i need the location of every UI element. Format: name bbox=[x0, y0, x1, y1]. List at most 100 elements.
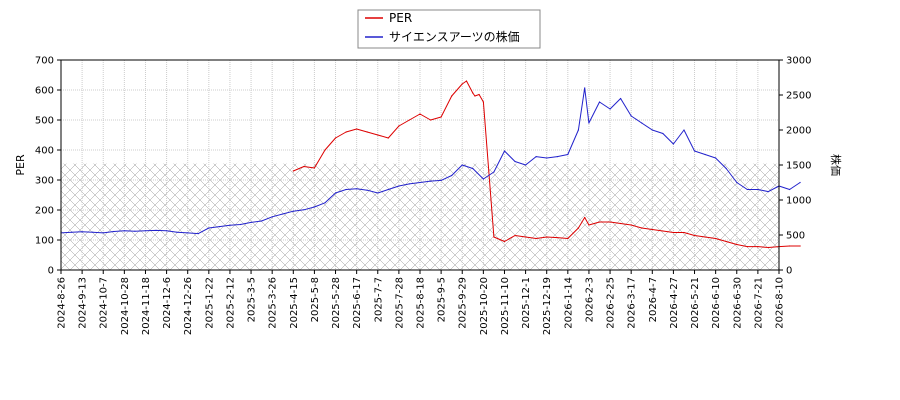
price-point bbox=[102, 232, 104, 234]
price-point bbox=[387, 188, 389, 191]
price-point bbox=[292, 210, 294, 212]
price-point bbox=[440, 179, 442, 181]
legend: PER サイエンスアーツの株価 bbox=[357, 9, 541, 49]
x-tick-label: 2025-10-20 bbox=[479, 277, 490, 335]
y-right-tick-label: 0 bbox=[786, 266, 792, 277]
per-point bbox=[472, 92, 474, 94]
y-left-ticks: 0 100 200 300 400 500 600 700 bbox=[35, 56, 61, 277]
per-point bbox=[356, 128, 358, 130]
y-left-axis-label: PER bbox=[14, 154, 27, 176]
price-point bbox=[166, 230, 168, 232]
per-point bbox=[651, 228, 653, 231]
per-point bbox=[334, 137, 337, 139]
y-right-tick-label: 500 bbox=[786, 231, 805, 242]
price-point bbox=[218, 226, 220, 228]
per-point bbox=[324, 149, 326, 151]
y-right-tick-label: 1500 bbox=[786, 161, 811, 172]
y-left-tick-label: 700 bbox=[35, 56, 54, 67]
price-point bbox=[377, 192, 379, 194]
x-tick-label: 2025-12-1 bbox=[521, 277, 532, 329]
price-point bbox=[662, 132, 664, 135]
per-point bbox=[514, 234, 516, 237]
per-point bbox=[715, 237, 717, 240]
per-point bbox=[313, 167, 315, 169]
price-point bbox=[535, 156, 537, 158]
x-tick-label: 2026-5-21 bbox=[690, 277, 701, 329]
per-point bbox=[408, 119, 410, 121]
per-point bbox=[345, 131, 347, 133]
x-tick-label: 2024-10-7 bbox=[99, 277, 110, 329]
per-point bbox=[451, 95, 453, 97]
price-point bbox=[261, 220, 263, 222]
x-tick-label: 2025-9-5 bbox=[437, 277, 448, 322]
price-point bbox=[113, 230, 115, 233]
y-left-tick-label: 600 bbox=[35, 86, 54, 97]
price-point bbox=[419, 181, 421, 184]
price-point bbox=[546, 157, 548, 159]
price-point bbox=[725, 167, 727, 170]
x-tick-label: 2024-12-6 bbox=[162, 277, 173, 329]
x-tick-label: 2024-9-13 bbox=[78, 277, 89, 329]
price-point bbox=[123, 230, 125, 232]
x-tick-label: 2025-8-18 bbox=[416, 277, 427, 329]
price-point bbox=[408, 183, 410, 185]
per-point bbox=[746, 246, 748, 248]
per-point bbox=[662, 230, 664, 232]
x-tick-label: 2025-4-15 bbox=[289, 277, 300, 329]
price-point bbox=[398, 185, 400, 187]
price-point bbox=[651, 129, 653, 131]
y-left-tick-label: 100 bbox=[35, 236, 54, 247]
per-point bbox=[430, 119, 432, 121]
x-tick-label: 2026-6-10 bbox=[711, 277, 722, 329]
per-point bbox=[461, 83, 463, 85]
price-point bbox=[736, 181, 738, 184]
price-point bbox=[239, 223, 242, 226]
per-point bbox=[630, 224, 632, 226]
per-point bbox=[799, 245, 801, 247]
price-point bbox=[567, 153, 569, 156]
per-point bbox=[482, 101, 484, 103]
per-point bbox=[789, 245, 791, 247]
per-point bbox=[736, 243, 738, 246]
price-point bbox=[71, 231, 73, 233]
per-point bbox=[535, 237, 537, 240]
price-point bbox=[672, 143, 675, 145]
x-tick-label: 2024-12-26 bbox=[183, 277, 194, 335]
y-right-ticks: 0 500 1000 1500 2000 2500 3000 bbox=[779, 56, 811, 277]
per-point bbox=[598, 221, 601, 223]
price-point bbox=[514, 160, 516, 163]
x-tick-label: 2025-5-8 bbox=[310, 277, 321, 322]
x-tick-label: 2026-8-10 bbox=[775, 277, 786, 329]
x-tick-label: 2026-2-3 bbox=[584, 277, 595, 322]
x-tick-label: 2025-3-26 bbox=[268, 277, 279, 329]
price-point bbox=[482, 178, 484, 180]
price-point bbox=[556, 156, 558, 158]
per-point bbox=[693, 234, 696, 237]
per-point bbox=[419, 113, 421, 115]
per-point bbox=[767, 246, 770, 249]
price-point bbox=[451, 174, 453, 177]
price-point bbox=[366, 189, 368, 191]
y-right-axis-label: 株価 bbox=[829, 154, 843, 176]
x-tick-label: 2025-2-12 bbox=[225, 277, 236, 329]
x-tick-label: 2026-1-14 bbox=[563, 277, 574, 329]
per-point bbox=[292, 170, 294, 172]
x-tick-label: 2025-7-7 bbox=[373, 277, 384, 322]
per-point bbox=[503, 240, 506, 243]
price-point bbox=[588, 122, 590, 124]
price-point bbox=[134, 230, 136, 232]
price-point bbox=[704, 153, 706, 156]
per-point bbox=[641, 227, 643, 229]
x-tick-label: 2024-11-18 bbox=[141, 277, 152, 335]
per-point bbox=[546, 236, 548, 238]
price-point bbox=[693, 150, 696, 152]
price-point bbox=[430, 180, 432, 182]
price-point bbox=[345, 188, 347, 191]
x-tick-label: 2026-2-25 bbox=[606, 277, 617, 329]
per-point bbox=[567, 237, 569, 240]
per-point bbox=[387, 137, 389, 139]
price-point bbox=[155, 229, 157, 231]
y-left-tick-label: 300 bbox=[35, 176, 54, 187]
x-tick-label: 2025-3-5 bbox=[247, 277, 258, 322]
